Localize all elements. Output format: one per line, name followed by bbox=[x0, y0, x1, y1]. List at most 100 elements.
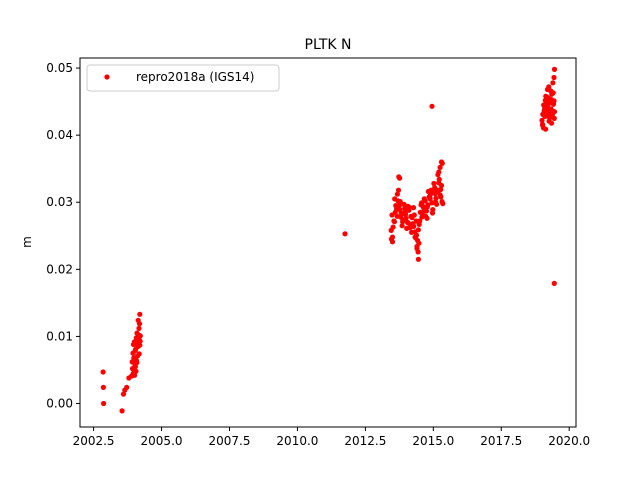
chart-title: PLTK N bbox=[305, 37, 352, 53]
data-point bbox=[393, 203, 399, 209]
data-point bbox=[439, 160, 445, 166]
data-point bbox=[544, 86, 551, 93]
data-point bbox=[395, 187, 402, 193]
data-point bbox=[427, 194, 433, 200]
data-point bbox=[137, 311, 143, 317]
data-point bbox=[124, 384, 130, 390]
data-point bbox=[392, 196, 398, 202]
data-point bbox=[391, 219, 398, 225]
legend-box bbox=[86, 64, 280, 92]
data-point bbox=[132, 364, 138, 370]
data-point bbox=[543, 93, 549, 99]
data-point bbox=[431, 180, 437, 187]
y-tick-label: 0.00 bbox=[46, 397, 73, 411]
data-point bbox=[136, 325, 142, 331]
y-tick-label: 0.02 bbox=[46, 262, 73, 276]
x-tick-label: 2020.0 bbox=[548, 434, 590, 448]
data-point bbox=[408, 223, 414, 229]
data-point bbox=[437, 164, 443, 170]
y-tick-label: 0.03 bbox=[46, 195, 73, 209]
data-point bbox=[545, 107, 551, 113]
data-point bbox=[397, 199, 403, 205]
data-point bbox=[438, 182, 445, 189]
data-point bbox=[136, 332, 142, 338]
data-point bbox=[135, 317, 141, 323]
data-point bbox=[133, 368, 139, 374]
data-point bbox=[415, 256, 421, 262]
x-tick-label: 2012.5 bbox=[344, 434, 386, 448]
x-tick-label: 2015.0 bbox=[412, 434, 454, 448]
data-point bbox=[136, 336, 142, 342]
data-point bbox=[542, 113, 548, 119]
data-point bbox=[429, 103, 435, 109]
data-point bbox=[429, 210, 436, 216]
data-point bbox=[342, 231, 348, 237]
data-point bbox=[101, 400, 107, 407]
data-point bbox=[134, 341, 140, 347]
data-point bbox=[551, 115, 557, 121]
data-point bbox=[417, 209, 423, 215]
data-point bbox=[120, 391, 127, 397]
data-point bbox=[119, 408, 125, 414]
data-point bbox=[432, 190, 438, 197]
y-axis-label: m bbox=[20, 236, 34, 248]
data-point bbox=[436, 176, 442, 182]
data-point bbox=[543, 126, 549, 132]
data-point bbox=[438, 194, 444, 200]
data-point bbox=[132, 372, 138, 378]
data-point bbox=[544, 99, 550, 105]
data-point bbox=[416, 240, 422, 246]
legend-label: repro2018a (IGS14) bbox=[136, 70, 254, 84]
data-point bbox=[400, 219, 406, 225]
data-point bbox=[409, 215, 415, 221]
data-point bbox=[549, 111, 556, 117]
data-point bbox=[539, 117, 545, 123]
data-point bbox=[132, 347, 138, 354]
data-point bbox=[413, 218, 419, 224]
x-tick-label: 2005.0 bbox=[141, 434, 183, 448]
data-point bbox=[412, 229, 418, 235]
data-marks bbox=[100, 66, 558, 414]
data-point bbox=[439, 199, 445, 205]
legend: repro2018a (IGS14) bbox=[86, 64, 280, 92]
data-point bbox=[394, 191, 400, 197]
data-point bbox=[397, 207, 403, 213]
x-tick-label: 2017.5 bbox=[480, 434, 522, 448]
data-point bbox=[100, 369, 106, 375]
plot-frame bbox=[79, 57, 577, 428]
data-point bbox=[550, 101, 557, 107]
data-point bbox=[419, 200, 425, 206]
y-tick-label: 0.04 bbox=[46, 128, 73, 142]
data-point bbox=[404, 225, 410, 231]
y-tick-label: 0.01 bbox=[46, 329, 73, 343]
x-tick-label: 2010.0 bbox=[276, 434, 318, 448]
data-point bbox=[389, 212, 395, 218]
data-point bbox=[550, 90, 556, 96]
data-point bbox=[402, 209, 408, 215]
data-point bbox=[548, 97, 554, 103]
data-point bbox=[424, 204, 430, 210]
x-axis: 2002.5 2005.0 2007.5 2010.0 2012.5 2015.0 2017… bbox=[73, 427, 590, 448]
data-point bbox=[389, 239, 396, 245]
data-point bbox=[100, 384, 106, 390]
data-point bbox=[434, 201, 440, 207]
y-axis: 0.00 0.01 0.02 0.03 0.04 0.05 bbox=[46, 61, 80, 411]
data-point bbox=[421, 196, 427, 202]
data-point bbox=[424, 215, 430, 221]
data-point bbox=[401, 201, 407, 207]
data-point bbox=[414, 245, 420, 252]
x-tick-label: 2002.5 bbox=[73, 434, 115, 448]
data-point bbox=[390, 224, 396, 230]
data-point bbox=[410, 205, 417, 211]
data-point bbox=[394, 213, 400, 219]
data-point bbox=[428, 187, 434, 193]
data-point bbox=[134, 360, 140, 366]
x-tick-label: 2007.5 bbox=[208, 434, 250, 448]
data-point bbox=[542, 104, 548, 110]
data-point bbox=[416, 221, 422, 227]
data-point bbox=[551, 66, 558, 72]
data-point bbox=[397, 175, 403, 181]
data-point bbox=[551, 74, 557, 81]
data-point bbox=[405, 203, 411, 209]
